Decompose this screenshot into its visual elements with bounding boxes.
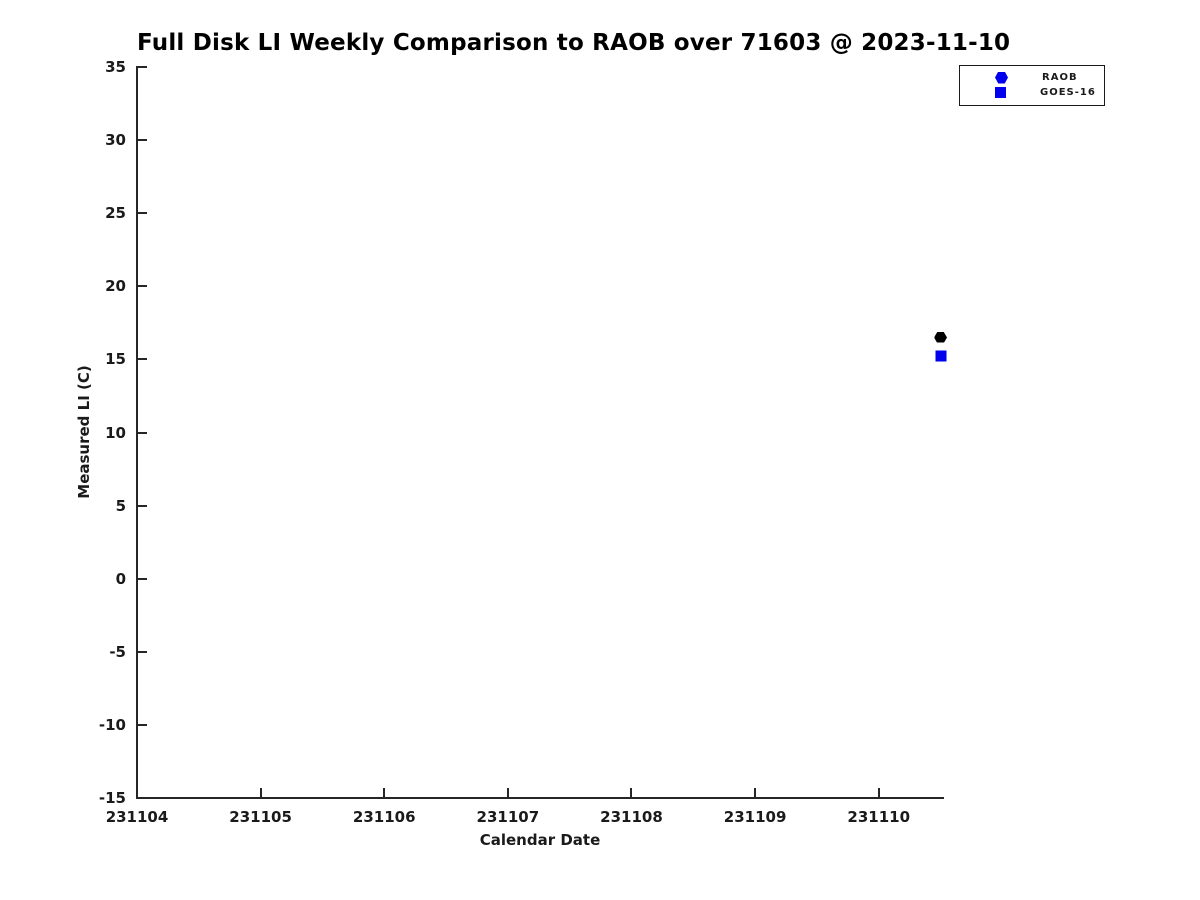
y-tick	[137, 431, 147, 434]
x-tick-label: 231110	[847, 808, 911, 826]
x-tick-label: 231109	[723, 808, 787, 826]
x-tick	[630, 788, 633, 798]
x-tick-label: 231104	[105, 808, 169, 826]
x-tick-label: 231107	[476, 808, 540, 826]
chart-title: Full Disk LI Weekly Comparison to RAOB o…	[137, 30, 1011, 56]
raob-hexagon-marker-icon	[995, 71, 1008, 84]
y-tick	[137, 504, 147, 507]
legend-entry-raob: RAOB	[960, 71, 1104, 84]
x-tick-label: 231108	[600, 808, 663, 826]
y-tick	[137, 212, 147, 215]
legend-label-raob: RAOB	[1042, 72, 1078, 83]
y-tick-label: -5	[109, 642, 126, 661]
x-tick	[259, 788, 262, 798]
y-tick-label: 35	[105, 58, 126, 76]
y-tick	[137, 139, 147, 142]
y-tick-label: -15	[98, 789, 126, 807]
y-tick	[137, 358, 147, 361]
y-tick-label: 15	[105, 350, 126, 369]
y-tick-label: -10	[98, 715, 126, 734]
legend: RAOB GOES-16	[959, 65, 1105, 106]
x-tick	[136, 788, 138, 798]
x-tick	[506, 788, 509, 798]
x-tick-label: 231106	[352, 808, 416, 826]
y-tick-label: 10	[105, 423, 126, 442]
y-tick	[137, 650, 147, 653]
y-tick-label: 20	[105, 277, 126, 296]
y-tick	[137, 66, 147, 68]
plot-area: -15 -10 -5 0 5 10 15 20 25 30 35 231104 231105 231106…	[99, 58, 948, 826]
y-tick-label: 0	[115, 569, 126, 588]
y-tick-label: 30	[105, 131, 126, 150]
x-tick	[754, 788, 757, 798]
goes16-square-marker-icon	[995, 87, 1006, 98]
y-axis-label: Measured LI (C)	[75, 365, 93, 499]
x-axis-label: Calendar Date	[479, 831, 601, 849]
data-point-goes16	[935, 350, 947, 362]
y-tick	[137, 797, 147, 799]
x-tick-label: 231105	[229, 808, 292, 826]
data-point-raob	[934, 331, 948, 343]
y-tick-label: 25	[105, 204, 126, 223]
y-tick	[137, 577, 147, 580]
legend-label-goes16: GOES-16	[1040, 87, 1096, 98]
y-tick-label: 5	[115, 496, 126, 515]
y-tick	[137, 285, 147, 288]
y-tick	[137, 723, 147, 726]
x-tick	[877, 788, 880, 798]
x-tick	[383, 788, 386, 798]
x-axis-spine	[136, 797, 944, 799]
legend-entry-goes16: GOES-16	[960, 86, 1104, 99]
